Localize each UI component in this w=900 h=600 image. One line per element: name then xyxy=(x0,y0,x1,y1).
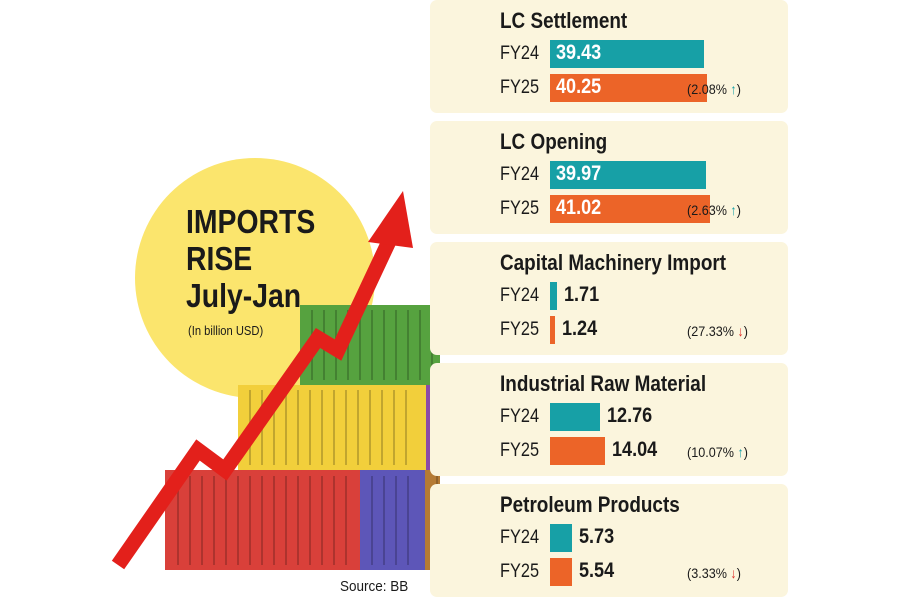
container-blue xyxy=(360,470,425,570)
bar-fy25 xyxy=(550,316,555,344)
data-label: 5.54 xyxy=(578,559,614,582)
change-close: ) xyxy=(743,323,748,339)
panel-title: Petroleum Products xyxy=(500,492,680,517)
arrow-up-icon: ↑ xyxy=(730,202,737,218)
bar-fy24 xyxy=(550,403,600,431)
bar-fy25 xyxy=(550,437,605,465)
series-label-fy24: FY24 xyxy=(500,527,540,548)
series-label-fy25: FY25 xyxy=(500,440,540,461)
chart-panel: LC Settlement FY24 39.43 FY25 40.25 (2.08% ↑) xyxy=(430,0,788,113)
panel-title: Industrial Raw Material xyxy=(500,371,707,396)
chart-panel: Petroleum Products FY24 5.73 FY25 5.54 (3.33%… xyxy=(430,484,788,597)
illustration xyxy=(111,158,440,570)
change-close: ) xyxy=(736,81,741,97)
change-close: ) xyxy=(743,444,748,460)
container-red xyxy=(165,470,360,570)
container-yellow xyxy=(238,385,426,470)
change-label: (27.33% ↓) xyxy=(687,323,748,339)
change-label: (2.63% ↑) xyxy=(687,202,741,218)
arrow-up-icon: ↑ xyxy=(730,81,737,97)
data-label: 12.76 xyxy=(606,404,652,427)
data-label: 39.97 xyxy=(556,162,602,185)
series-label-fy24: FY24 xyxy=(500,406,540,427)
change-text: (2.63% xyxy=(687,202,731,218)
change-text: (27.33% xyxy=(687,323,738,339)
headline-line-1: IMPORTS xyxy=(186,203,316,240)
change-close: ) xyxy=(736,202,741,218)
data-label: 1.24 xyxy=(561,317,597,340)
change-text: (2.08% xyxy=(687,81,731,97)
series-label-fy25: FY25 xyxy=(500,77,540,98)
panel-title: LC Settlement xyxy=(500,8,628,33)
trend-arrow-icon xyxy=(111,191,413,570)
change-label: (2.08% ↑) xyxy=(687,81,741,97)
change-text: (3.33% xyxy=(687,565,731,581)
chart-panel: Industrial Raw Material FY24 12.76 FY25 14.0… xyxy=(430,363,788,476)
arrow-down-icon: ↓ xyxy=(730,565,737,581)
data-label: 41.02 xyxy=(556,196,602,219)
arrow-down-icon: ↓ xyxy=(737,323,744,339)
series-label-fy25: FY25 xyxy=(500,561,540,582)
data-label: 5.73 xyxy=(579,525,615,548)
data-label: 14.04 xyxy=(611,438,657,461)
series-label-fy24: FY24 xyxy=(500,285,540,306)
unit-note: (In billion USD) xyxy=(188,323,264,338)
container-stack xyxy=(165,305,440,570)
series-label-fy25: FY25 xyxy=(500,319,540,340)
data-label: 1.71 xyxy=(563,283,599,306)
bar-fy24 xyxy=(550,161,706,189)
series-label-fy25: FY25 xyxy=(500,198,540,219)
panel-title: Capital Machinery Import xyxy=(500,250,727,275)
bar-fy24 xyxy=(550,282,557,310)
bar-fy24 xyxy=(550,524,573,552)
change-label: (10.07% ↑) xyxy=(687,444,748,460)
change-label: (3.33% ↓) xyxy=(687,565,741,581)
arrow-up-icon: ↑ xyxy=(737,444,744,460)
data-label: 40.25 xyxy=(556,75,602,98)
change-close: ) xyxy=(736,565,741,581)
source-note: Source: BB xyxy=(340,578,409,595)
change-text: (10.07% xyxy=(687,444,738,460)
headline: IMPORTS RISE July-Jan xyxy=(186,203,358,314)
chart-panel: LC Opening FY24 39.97 FY25 41.02 (2.63% ↑) xyxy=(430,121,788,234)
bar-fy25 xyxy=(550,74,707,102)
data-label: 39.43 xyxy=(556,41,602,64)
panel-title: LC Opening xyxy=(500,129,608,154)
bar-fy25 xyxy=(550,558,572,586)
headline-line-2: RISE xyxy=(186,240,253,277)
headline-line-3: July-Jan xyxy=(186,277,302,314)
bar-fy25 xyxy=(550,195,710,223)
bar-fy24 xyxy=(550,40,704,68)
chart-panel: Capital Machinery Import FY24 1.71 FY25 1.24… xyxy=(430,242,788,355)
series-label-fy24: FY24 xyxy=(500,164,540,185)
series-label-fy24: FY24 xyxy=(500,43,540,64)
